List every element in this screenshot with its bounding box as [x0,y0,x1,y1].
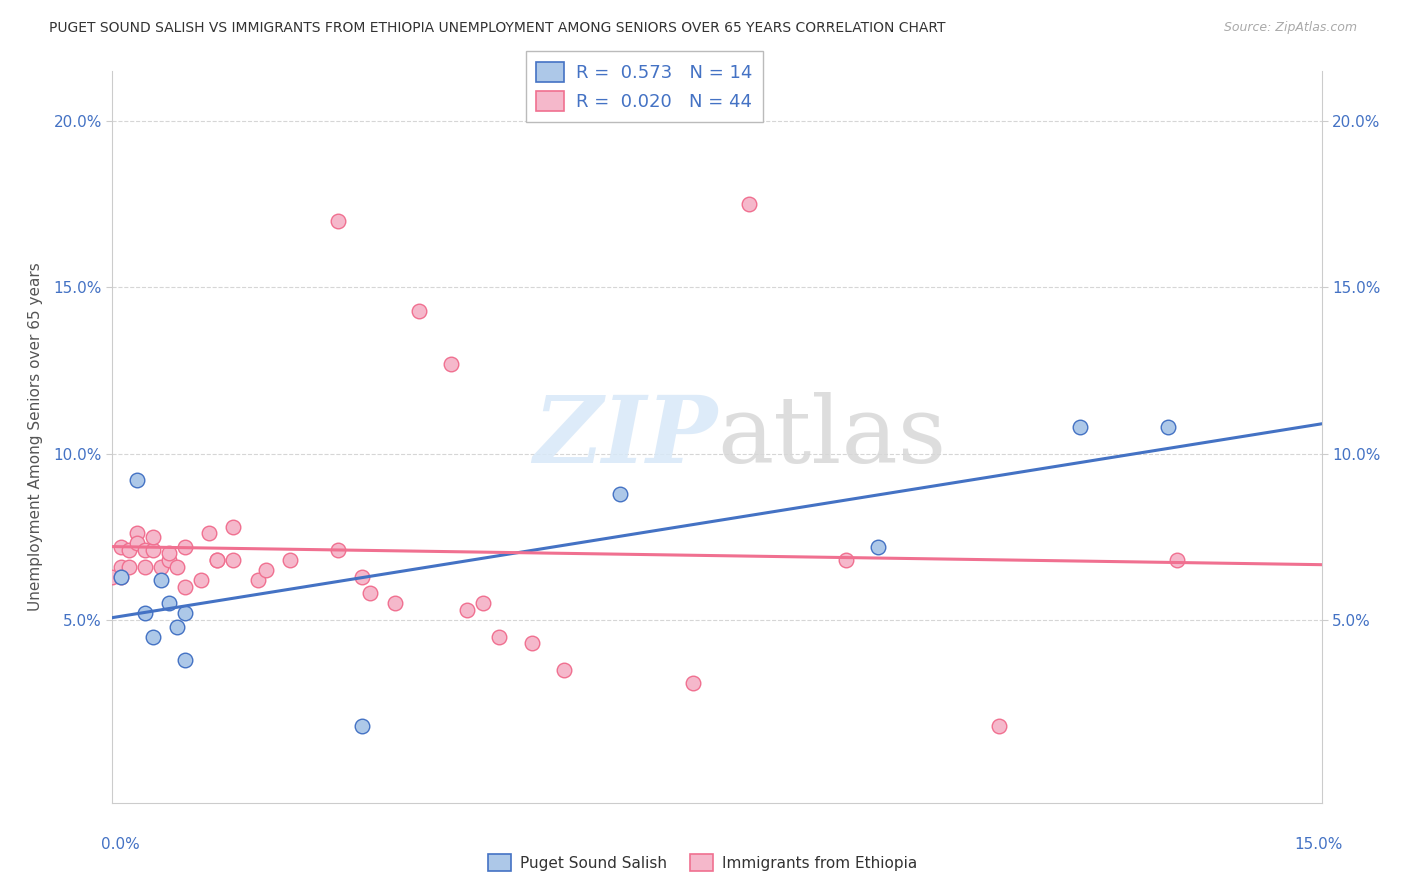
Point [1157,420,1180,434]
Point [1069,420,1091,434]
Point [440,357,463,371]
Point [738,197,761,211]
Point [174,540,197,554]
Text: 0.0%: 0.0% [101,838,141,852]
Text: 15.0%: 15.0% [1295,838,1343,852]
Point [101,570,124,584]
Point [134,543,156,558]
Point [174,607,197,621]
Text: atlas: atlas [717,392,946,482]
Point [110,559,132,574]
Legend: R =  0.573   N = 14, R =  0.020   N = 44: R = 0.573 N = 14, R = 0.020 N = 44 [526,51,763,121]
Point [1166,553,1188,567]
Point [157,553,180,567]
Point [174,653,197,667]
Point [198,526,221,541]
Point [988,719,1011,733]
Point [134,607,156,621]
Point [142,543,165,558]
Y-axis label: Unemployment Among Seniors over 65 years: Unemployment Among Seniors over 65 years [28,263,42,611]
Point [110,570,132,584]
Point [682,676,704,690]
Point [157,546,180,560]
Point [110,540,132,554]
Point [352,719,374,733]
Point [157,596,180,610]
Point [125,526,148,541]
Point [190,573,212,587]
Point [278,553,301,567]
Point [125,473,148,487]
Point [488,630,510,644]
Point [207,553,229,567]
Point [408,303,430,318]
Point [328,543,350,558]
Point [328,214,350,228]
Point [207,553,229,567]
Point [125,536,148,550]
Text: PUGET SOUND SALISH VS IMMIGRANTS FROM ETHIOPIA UNEMPLOYMENT AMONG SENIORS OVER 6: PUGET SOUND SALISH VS IMMIGRANTS FROM ET… [49,21,946,35]
Point [117,559,139,574]
Point [553,663,575,677]
Point [142,630,165,644]
Text: Source: ZipAtlas.com: Source: ZipAtlas.com [1223,21,1357,34]
Point [149,559,172,574]
Point [254,563,277,577]
Point [117,543,139,558]
Point [246,573,269,587]
Point [835,553,858,567]
Point [609,486,631,500]
Point [166,619,188,633]
Text: ZIP: ZIP [533,392,717,482]
Point [384,596,406,610]
Point [359,586,381,600]
Point [520,636,543,650]
Point [222,553,245,567]
Point [142,530,165,544]
Point [166,559,188,574]
Point [149,573,172,587]
Point [352,570,374,584]
Point [110,570,132,584]
Point [472,596,495,610]
Legend: Puget Sound Salish, Immigrants from Ethiopia: Puget Sound Salish, Immigrants from Ethi… [482,848,924,877]
Point [868,540,890,554]
Point [222,520,245,534]
Point [456,603,478,617]
Point [174,580,197,594]
Point [134,559,156,574]
